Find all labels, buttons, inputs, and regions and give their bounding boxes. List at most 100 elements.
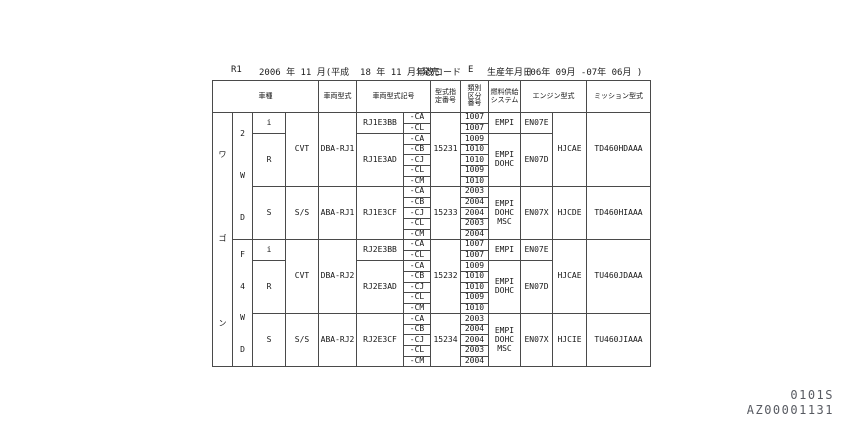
classification-number: 1009 xyxy=(460,260,489,272)
vehicle-type-code: RJ2E3CF xyxy=(356,313,404,368)
model-code: ABA-RJ1 xyxy=(318,186,357,241)
release-date: 2006 年 11 月(平成 18 年 11 月)発売 xyxy=(259,68,440,78)
applied-suffix: -CB xyxy=(403,323,431,336)
vertical-char: ゴ xyxy=(218,234,227,244)
applied-suffix: -CA xyxy=(403,239,431,251)
grade-label: R xyxy=(252,260,286,315)
header-type-designation-number: 型式指 定番号 xyxy=(430,80,461,113)
classification-number: 2004 xyxy=(460,334,489,347)
applied-suffix: -CA xyxy=(403,260,431,272)
production-date-range: (06年 09月 -07年 06月 ) xyxy=(525,68,643,78)
production-date-label: 生産年月日 xyxy=(487,68,533,78)
vehicle-type-code: RJ1E3BB xyxy=(356,111,404,135)
table-row: -CL 1007 xyxy=(213,249,651,262)
transmission-label: CVT xyxy=(285,111,319,188)
header-transmission-type: ミッション型式 xyxy=(586,80,651,113)
vertical-char: W xyxy=(240,170,245,180)
applied-suffix: -CL xyxy=(403,217,431,230)
applied-suffix: -CA xyxy=(403,313,431,325)
vertical-text: F 4 W D xyxy=(234,241,252,366)
applied-suffix: -CA xyxy=(403,133,431,145)
engine-code: EN07E xyxy=(520,239,553,262)
grade-label: i xyxy=(252,111,286,135)
engine-code: EN07D xyxy=(520,260,553,315)
transmission-label: S/S xyxy=(285,186,319,241)
classification-number: 1009 xyxy=(460,292,489,304)
engine-code: EN07E xyxy=(520,111,553,135)
vertical-char: 4 xyxy=(240,281,245,291)
vertical-char: ワ xyxy=(218,149,227,159)
type-designation-number: 15234 xyxy=(430,313,461,368)
grade-label: i xyxy=(252,239,286,262)
header-vehicle-class: 車種 xyxy=(212,80,319,113)
page-code: 0101S xyxy=(790,388,834,402)
body-type-vertical: ワゴン xyxy=(212,111,233,368)
grade-label: S xyxy=(252,313,286,368)
classification-number: 2004 xyxy=(460,207,489,219)
classification-number: 2004 xyxy=(460,196,489,209)
table-row: R RJ2E3AD -CA 1009 EMPI DOHC EN07D xyxy=(213,260,651,315)
header-classification-number: 類別 区分 番号 xyxy=(460,80,489,113)
classification-number: 1007 xyxy=(460,239,489,251)
table-row: S S/S ABA-RJ1 RJ1E3CF -CA 15233 2003 EMPI DOHC … xyxy=(213,186,651,241)
model-code: DBA-RJ2 xyxy=(318,239,357,315)
classification-number: 1009 xyxy=(460,133,489,145)
applied-suffix: -CJ xyxy=(403,281,431,294)
vertical-char: W xyxy=(240,313,245,323)
applied-suffix: -CM xyxy=(403,228,431,241)
fuel-system: EMPI xyxy=(488,239,521,262)
fuel-system: EMPI xyxy=(488,111,521,135)
table-header: 車種 車両型式 車両型式記号 型式指 定番号 類別 区分 番号 燃料供給 システム エンジン… xyxy=(212,80,651,113)
vertical-char: 2 xyxy=(240,128,245,138)
applied-suffix: -CM xyxy=(403,175,431,188)
header-engine-type: エンジン型式 xyxy=(520,80,587,113)
vertical-char: ン xyxy=(218,318,227,328)
applied-suffix: -CA xyxy=(403,112,431,124)
grade-label: R xyxy=(252,133,286,188)
header-vehicle-type: 車両型式 xyxy=(318,80,357,113)
fuel-system: EMPI DOHC MSC xyxy=(488,186,521,241)
fuel-system: EMPI DOHC xyxy=(488,133,521,188)
transmission-label: CVT xyxy=(285,239,319,315)
classification-number: 1009 xyxy=(460,164,489,177)
applied-suffix: -CL xyxy=(403,292,431,304)
vertical-char: D xyxy=(240,345,245,354)
header-vehicle-type-code: 車両型式記号 xyxy=(356,80,431,113)
applied-suffix: -CM xyxy=(403,355,431,368)
applicability-table: 車種 車両型式 車両型式記号 型式指 定番号 類別 区分 番号 燃料供給 システム エンジン… xyxy=(212,80,651,368)
applied-suffix: -CJ xyxy=(403,207,431,219)
table-row: -CL 1009 xyxy=(213,292,651,304)
applied-suffix: -CB xyxy=(403,196,431,209)
type-designation-number: 15233 xyxy=(430,186,461,241)
year-code-value: E xyxy=(468,65,474,75)
vehicle-type-code: RJ2E3AD xyxy=(356,260,404,315)
table-row: -CJ 1010 xyxy=(213,281,651,294)
classification-number: 2003 xyxy=(460,186,489,198)
vertical-text: 2 W D xyxy=(234,114,252,239)
applied-suffix: -CB xyxy=(403,270,431,283)
vehicle-type-code: RJ1E3AD xyxy=(356,133,404,188)
table-row: S S/S ABA-RJ2 RJ2E3CF -CA 15234 2003 EMPI DOHC … xyxy=(213,313,651,368)
classification-number: 1010 xyxy=(460,281,489,294)
classification-number: 2004 xyxy=(460,228,489,241)
classification-number: 2003 xyxy=(460,217,489,230)
vertical-text: ワゴン xyxy=(214,114,232,366)
vehicle-type-code: RJ2E3BB xyxy=(356,239,404,262)
classification-number: 2004 xyxy=(460,323,489,336)
classification-number: 1010 xyxy=(460,302,489,315)
applied-suffix: -CL xyxy=(403,345,431,357)
header-fuel-supply-system: 燃料供給 システム xyxy=(488,80,521,113)
engine-variant-code: HJCAE xyxy=(552,239,587,315)
document-code: AZ00001131 xyxy=(746,403,834,417)
applied-suffix: -CM xyxy=(403,302,431,315)
engine-code: EN07X xyxy=(520,313,553,368)
drive-type-2wd: 2 W D xyxy=(232,111,253,241)
applied-suffix: -CL xyxy=(403,249,431,262)
year-code-label: 年改コード xyxy=(416,68,462,78)
applied-suffix: -CJ xyxy=(403,154,431,166)
engine-code: EN07D xyxy=(520,133,553,188)
applied-suffix: -CB xyxy=(403,143,431,156)
